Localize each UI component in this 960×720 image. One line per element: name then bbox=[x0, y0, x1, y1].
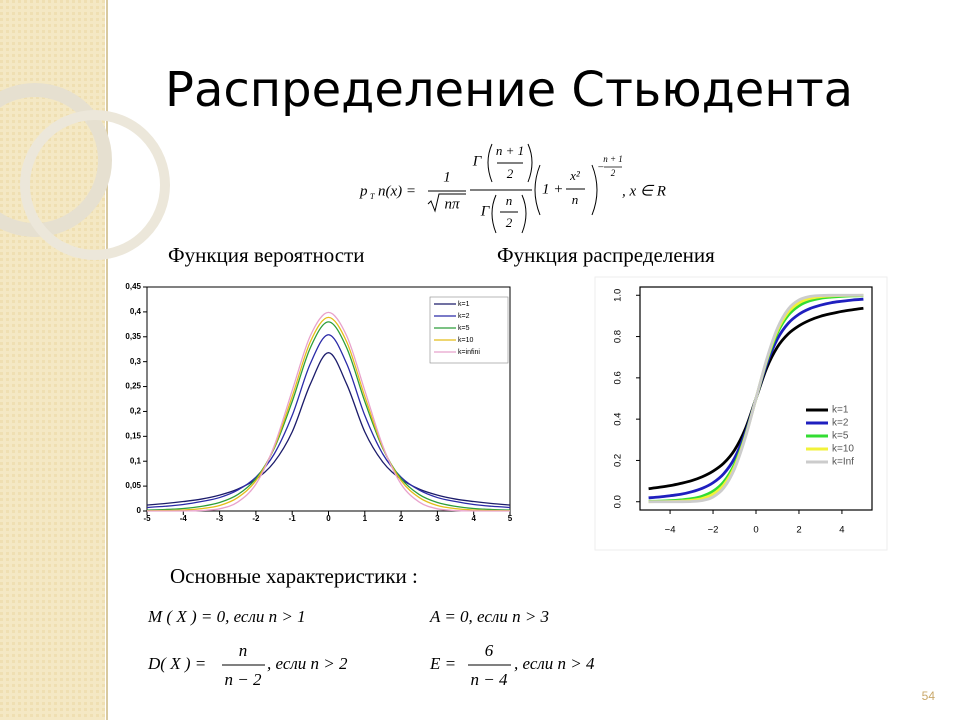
y-tick-label: 0,3 bbox=[130, 357, 142, 366]
x-tick-label: 2 bbox=[796, 525, 801, 536]
formula-text: M ( X ) = 0, если n > 1 bbox=[147, 607, 306, 626]
outer-frame bbox=[594, 276, 888, 551]
y-tick-label: 0,35 bbox=[125, 332, 141, 341]
legend-label: k=1 bbox=[458, 301, 470, 308]
formula-part: Γ bbox=[472, 153, 483, 169]
formula-text: D( X ) = bbox=[147, 654, 206, 673]
x-tick-label: −4 bbox=[665, 525, 676, 536]
radical bbox=[427, 193, 466, 213]
legend-label: k=2 bbox=[458, 313, 470, 320]
formula-text: , если n > 4 bbox=[514, 654, 595, 673]
y-tick-label: 0,15 bbox=[125, 431, 141, 440]
x-tick-label: -4 bbox=[180, 514, 188, 523]
y-tick-label: 0.8 bbox=[613, 330, 624, 343]
y-tick-label: 0.2 bbox=[613, 454, 624, 467]
y-tick-label: 1.0 bbox=[613, 289, 624, 302]
page-number: 54 bbox=[922, 689, 936, 703]
charts: Функция вероятности 0 0,05 0,1 0,15 0,2 0,25 0,… bbox=[125, 243, 888, 551]
formula-part: Γ bbox=[480, 203, 491, 219]
y-tick-label: 0.4 bbox=[613, 413, 624, 426]
legend-label: k=Inf bbox=[832, 457, 854, 468]
x-tick-label: 2 bbox=[399, 514, 404, 523]
formula-part: 2 bbox=[611, 168, 616, 178]
chart: Функция распределения 0.0 0.2 0.4 0.6 0.8 1.0 −… bbox=[497, 243, 888, 551]
y-tick-label: 0,45 bbox=[125, 282, 141, 291]
x-tick-label: 1 bbox=[363, 514, 368, 523]
x-tick-label: -3 bbox=[216, 514, 224, 523]
y-tick-label: 0.6 bbox=[613, 371, 624, 384]
curve bbox=[146, 321, 511, 511]
formula-text: n − 2 bbox=[225, 670, 262, 689]
formula-part: − bbox=[597, 162, 604, 174]
chart-title: Функция распределения bbox=[497, 243, 715, 267]
curve bbox=[648, 293, 864, 504]
x-tick-label: −2 bbox=[708, 525, 719, 536]
formula-part: 1 + bbox=[542, 181, 563, 197]
curve bbox=[146, 311, 511, 512]
x-tick-label: 3 bbox=[435, 514, 440, 523]
y-tick-label: 0,25 bbox=[125, 382, 141, 391]
x-tick-label: 4 bbox=[471, 514, 476, 523]
formula-text: E = bbox=[429, 654, 456, 673]
formula-part: n(x) = bbox=[378, 183, 416, 199]
paren bbox=[491, 194, 527, 234]
formula-text: 6 bbox=[485, 641, 494, 660]
formula-part: x² bbox=[569, 168, 581, 183]
legend-label: k=10 bbox=[832, 444, 854, 455]
y-tick-label: 0.0 bbox=[613, 495, 624, 508]
formula-part: n + 1 bbox=[603, 154, 623, 164]
slide-title: Распределение Стьюдента bbox=[165, 62, 853, 118]
curve bbox=[146, 352, 511, 506]
chart-title: Функция вероятности bbox=[168, 243, 364, 267]
curve bbox=[146, 316, 511, 512]
formula-part: , x ∈ R bbox=[622, 183, 666, 199]
deco-ring bbox=[20, 110, 170, 260]
formula-part: n + 1 bbox=[496, 143, 524, 158]
y-tick-label: 0,1 bbox=[130, 456, 142, 465]
curve bbox=[146, 334, 511, 509]
legend-label: k=1 bbox=[832, 405, 849, 416]
x-tick-label: 0 bbox=[753, 525, 758, 536]
x-tick-label: 0 bbox=[326, 514, 331, 523]
section-label: Основные характеристики : bbox=[170, 564, 418, 588]
chart: Функция вероятности 0 0,05 0,1 0,15 0,2 0,25 0,… bbox=[125, 243, 512, 523]
formula-part: 1 bbox=[443, 169, 451, 185]
formula: p T n(x) = 1 nπ Γ n + 1 2 Γ n 2 1 + x² n… bbox=[359, 143, 666, 234]
x-tick-label: -2 bbox=[252, 514, 260, 523]
y-tick-label: 0,2 bbox=[130, 407, 142, 416]
x-tick-label: -5 bbox=[143, 514, 151, 523]
formula-text: , если n > 2 bbox=[267, 654, 348, 673]
formula-text: A = 0, если n > 3 bbox=[429, 607, 549, 626]
formula-text: n − 4 bbox=[471, 670, 508, 689]
legend-label: k=5 bbox=[458, 325, 470, 332]
formula-part: nπ bbox=[444, 196, 460, 212]
formula-part: n bbox=[572, 192, 579, 207]
formula-part: T bbox=[370, 192, 375, 201]
formula-part: n bbox=[506, 193, 513, 208]
legend-label: k=5 bbox=[832, 431, 849, 442]
x-tick-label: 5 bbox=[508, 514, 513, 523]
formula-part: p bbox=[359, 183, 368, 199]
y-tick-label: 0,4 bbox=[130, 307, 142, 316]
paren bbox=[487, 143, 533, 183]
formula-part: 2 bbox=[506, 215, 513, 230]
legend-label: k=2 bbox=[832, 418, 849, 429]
y-tick-label: 0,05 bbox=[125, 481, 141, 490]
paren bbox=[534, 164, 598, 216]
legend-label: k=10 bbox=[458, 337, 473, 344]
x-tick-label: 4 bbox=[839, 525, 844, 536]
formula-text: n bbox=[239, 641, 248, 660]
y-tick-label: 0 bbox=[137, 506, 142, 515]
legend-label: k=infini bbox=[458, 349, 480, 356]
x-tick-label: -1 bbox=[289, 514, 297, 523]
formula-part: 2 bbox=[507, 166, 514, 181]
